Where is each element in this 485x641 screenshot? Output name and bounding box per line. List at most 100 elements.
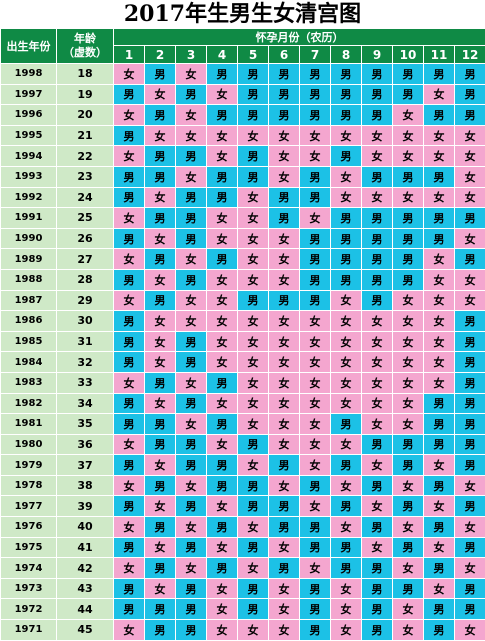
girl-cell: 女 [114, 249, 145, 270]
boy-cell: 男 [331, 146, 362, 167]
girl-cell: 女 [331, 393, 362, 414]
girl-cell: 女 [331, 599, 362, 620]
boy-cell: 男 [331, 84, 362, 105]
girl-cell: 女 [269, 434, 300, 455]
girl-cell: 女 [114, 372, 145, 393]
boy-cell: 男 [362, 290, 393, 311]
age-cell: 19 [57, 84, 114, 105]
boy-cell: 男 [145, 166, 176, 187]
boy-cell: 男 [455, 331, 485, 352]
birth-year-cell: 1993 [1, 166, 57, 187]
boy-cell: 男 [393, 537, 424, 558]
boy-cell: 男 [238, 599, 269, 620]
boy-cell: 男 [176, 455, 207, 476]
girl-cell: 女 [424, 187, 455, 208]
boy-cell: 男 [331, 558, 362, 579]
girl-cell: 女 [393, 352, 424, 373]
boy-cell: 男 [393, 578, 424, 599]
girl-cell: 女 [362, 414, 393, 435]
boy-cell: 男 [424, 414, 455, 435]
boy-cell: 男 [424, 620, 455, 641]
boy-cell: 男 [362, 228, 393, 249]
boy-cell: 男 [207, 249, 238, 270]
girl-cell: 女 [331, 578, 362, 599]
girl-cell: 女 [331, 311, 362, 332]
boy-cell: 男 [207, 64, 238, 85]
girl-cell: 女 [238, 620, 269, 641]
boy-cell: 男 [238, 537, 269, 558]
girl-cell: 女 [269, 372, 300, 393]
girl-cell: 女 [176, 166, 207, 187]
girl-cell: 女 [424, 269, 455, 290]
girl-cell: 女 [331, 620, 362, 641]
birth-year-cell: 1984 [1, 352, 57, 373]
girl-cell: 女 [114, 517, 145, 538]
birth-year-cell: 1983 [1, 372, 57, 393]
birth-year-cell: 1977 [1, 496, 57, 517]
girl-cell: 女 [362, 146, 393, 167]
boy-cell: 男 [424, 208, 455, 229]
birth-year-cell: 1976 [1, 517, 57, 538]
girl-cell: 女 [269, 269, 300, 290]
girl-cell: 女 [114, 475, 145, 496]
girl-cell: 女 [238, 125, 269, 146]
girl-cell: 女 [114, 290, 145, 311]
girl-cell: 女 [269, 599, 300, 620]
month-header-3: 3 [176, 46, 207, 64]
boy-cell: 男 [393, 249, 424, 270]
age-cell: 44 [57, 599, 114, 620]
boy-cell: 男 [455, 496, 485, 517]
boy-cell: 男 [114, 352, 145, 373]
age-cell: 39 [57, 496, 114, 517]
girl-cell: 女 [300, 455, 331, 476]
girl-cell: 女 [176, 558, 207, 579]
birth-year-cell: 1992 [1, 187, 57, 208]
girl-cell: 女 [145, 393, 176, 414]
girl-cell: 女 [207, 228, 238, 249]
birth-year-cell: 1988 [1, 269, 57, 290]
girl-cell: 女 [238, 249, 269, 270]
birth-year-cell: 1985 [1, 331, 57, 352]
boy-cell: 男 [362, 434, 393, 455]
month-header-12: 12 [455, 46, 485, 64]
girl-cell: 女 [269, 578, 300, 599]
boy-cell: 男 [176, 208, 207, 229]
boy-cell: 男 [424, 166, 455, 187]
boy-cell: 男 [331, 249, 362, 270]
boy-cell: 男 [207, 187, 238, 208]
girl-cell: 女 [424, 331, 455, 352]
boy-cell: 男 [331, 208, 362, 229]
girl-cell: 女 [300, 414, 331, 435]
girl-cell: 女 [300, 311, 331, 332]
boy-cell: 男 [300, 228, 331, 249]
girl-cell: 女 [455, 146, 485, 167]
boy-cell: 男 [424, 599, 455, 620]
boy-cell: 男 [300, 105, 331, 126]
girl-cell: 女 [269, 249, 300, 270]
girl-cell: 女 [176, 311, 207, 332]
birth-year-cell: 1982 [1, 393, 57, 414]
birth-year-cell: 1987 [1, 290, 57, 311]
boy-cell: 男 [176, 393, 207, 414]
girl-cell: 女 [424, 496, 455, 517]
birth-year-cell: 1978 [1, 475, 57, 496]
age-header: 年龄 （虚数） [57, 29, 114, 64]
birth-year-cell: 1975 [1, 537, 57, 558]
age-cell: 33 [57, 372, 114, 393]
girl-cell: 女 [331, 331, 362, 352]
girl-cell: 女 [300, 125, 331, 146]
girl-cell: 女 [300, 208, 331, 229]
boy-cell: 男 [145, 475, 176, 496]
month-header-1: 1 [114, 46, 145, 64]
girl-cell: 女 [176, 475, 207, 496]
boy-cell: 男 [300, 475, 331, 496]
month-header-5: 5 [238, 46, 269, 64]
boy-cell: 男 [362, 249, 393, 270]
boy-cell: 男 [424, 558, 455, 579]
